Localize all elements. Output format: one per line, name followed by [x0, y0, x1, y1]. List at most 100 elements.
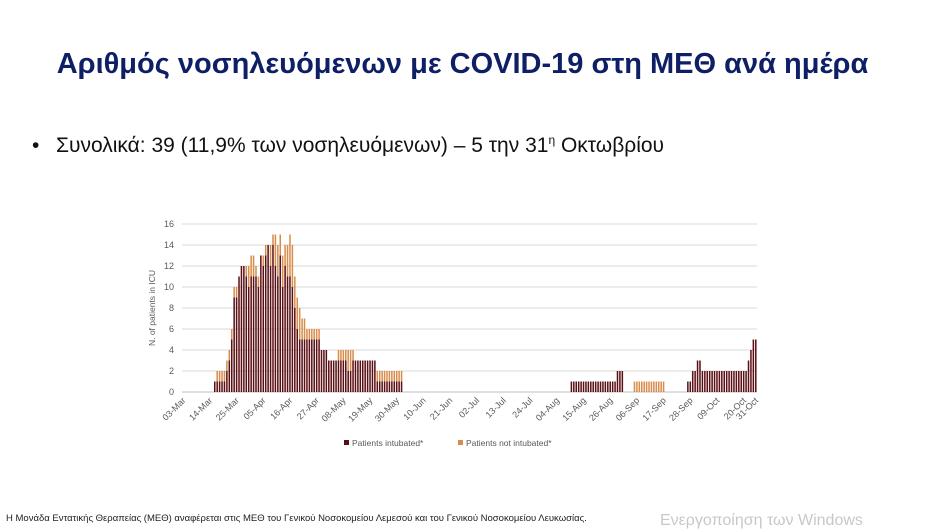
bar-intubated — [393, 381, 396, 392]
bar-intubated — [687, 381, 689, 392]
bar-intubated — [374, 360, 376, 392]
bar-intubated — [621, 371, 624, 392]
bar-intubated — [286, 276, 289, 392]
bar-intubated — [320, 350, 323, 392]
y-tick-label: 6 — [169, 324, 174, 334]
bar-intubated — [264, 255, 267, 392]
summary-bullet: • Συνολικά: 39 (11,9% των νοσηλευόμενων) … — [32, 133, 664, 158]
bar-intubated — [718, 371, 721, 392]
bar-intubated — [750, 350, 752, 392]
bar-intubated — [240, 266, 243, 392]
bar-not-intubated — [352, 350, 354, 361]
bar-not-intubated — [233, 287, 235, 298]
bar-not-intubated — [226, 360, 228, 371]
y-tick-label: 8 — [169, 303, 174, 313]
x-tick-label: 03-Mar — [160, 395, 187, 422]
bar-not-intubated — [277, 245, 279, 277]
bar-intubated — [398, 381, 400, 392]
bar-intubated — [616, 371, 619, 392]
bar-not-intubated — [645, 381, 648, 392]
bar-intubated — [694, 371, 696, 392]
x-tick-label: 13-Jul — [483, 395, 507, 419]
bar-not-intubated — [648, 381, 650, 392]
y-tick-label: 14 — [164, 240, 174, 250]
bar-not-intubated — [633, 381, 636, 392]
bar-not-intubated — [303, 318, 306, 340]
bar-intubated — [611, 381, 614, 392]
y-tick-label: 2 — [169, 366, 174, 376]
bar-intubated — [332, 360, 335, 392]
bar-intubated — [252, 276, 255, 392]
bar-not-intubated — [257, 276, 260, 287]
bar-intubated — [359, 360, 362, 392]
y-tick-label: 12 — [164, 261, 174, 271]
bar-intubated — [218, 381, 221, 392]
bar-not-intubated — [400, 371, 403, 382]
bar-intubated — [755, 339, 757, 392]
bar-not-intubated — [398, 371, 400, 382]
bar-intubated — [262, 266, 265, 392]
x-tick-label: 28-Sep — [667, 395, 695, 423]
bar-not-intubated — [378, 371, 381, 382]
x-tick-label: 16-Apr — [268, 395, 294, 421]
x-tick-label: 26-Aug — [587, 395, 615, 423]
bar-intubated — [308, 339, 311, 392]
bar-intubated — [740, 371, 742, 392]
bar-not-intubated — [650, 381, 653, 392]
bar-intubated — [323, 350, 325, 392]
bar-intubated — [337, 360, 340, 392]
bar-intubated — [294, 308, 296, 392]
bar-not-intubated — [655, 381, 658, 392]
x-tick-label: 27-Apr — [295, 395, 321, 421]
legend-swatch-intubated — [344, 440, 349, 445]
bar-intubated — [742, 371, 745, 392]
bar-not-intubated — [245, 266, 248, 277]
bar-intubated — [723, 371, 725, 392]
x-tick-label: 19-May — [346, 395, 375, 424]
bar-not-intubated — [262, 255, 265, 266]
bar-intubated — [369, 360, 371, 392]
bar-not-intubated — [641, 381, 643, 392]
bar-intubated — [235, 297, 238, 392]
bar-not-intubated — [284, 245, 286, 266]
bar-intubated — [602, 381, 604, 392]
bar-intubated — [357, 360, 359, 392]
bar-intubated — [352, 360, 354, 392]
bar-not-intubated — [383, 371, 386, 382]
bar-intubated — [747, 360, 750, 392]
bar-intubated — [609, 381, 611, 392]
bar-not-intubated — [279, 234, 282, 256]
bar-intubated — [607, 381, 609, 392]
bar-intubated — [340, 360, 342, 392]
bar-intubated — [364, 360, 366, 392]
bar-intubated — [619, 371, 621, 392]
bar-intubated — [735, 371, 738, 392]
x-tick-label: 25-Mar — [214, 395, 241, 422]
bar-not-intubated — [638, 381, 641, 392]
bar-not-intubated — [395, 371, 398, 382]
bar-intubated — [216, 381, 218, 392]
bar-not-intubated — [281, 255, 284, 287]
bar-intubated — [713, 371, 716, 392]
bar-intubated — [260, 255, 262, 392]
bar-intubated — [226, 371, 228, 392]
bar-intubated — [570, 381, 573, 392]
bar-intubated — [752, 339, 755, 392]
bar-intubated — [277, 276, 279, 392]
bar-not-intubated — [255, 266, 257, 277]
bar-not-intubated — [247, 266, 250, 287]
bar-not-intubated — [660, 381, 662, 392]
bar-not-intubated — [349, 350, 352, 371]
bar-intubated — [281, 287, 284, 392]
bar-intubated — [301, 339, 303, 392]
bar-intubated — [347, 371, 349, 392]
x-tick-label: 17-Sep — [640, 395, 668, 423]
bar-intubated — [311, 339, 313, 392]
bar-intubated — [221, 381, 223, 392]
slide-title: Αριθμός νοσηλευόμενων με COVID-19 στη ΜΕ… — [56, 48, 869, 80]
bar-intubated — [250, 276, 252, 392]
bar-intubated — [267, 245, 269, 392]
bar-intubated — [228, 360, 231, 392]
bar-not-intubated — [393, 371, 396, 382]
